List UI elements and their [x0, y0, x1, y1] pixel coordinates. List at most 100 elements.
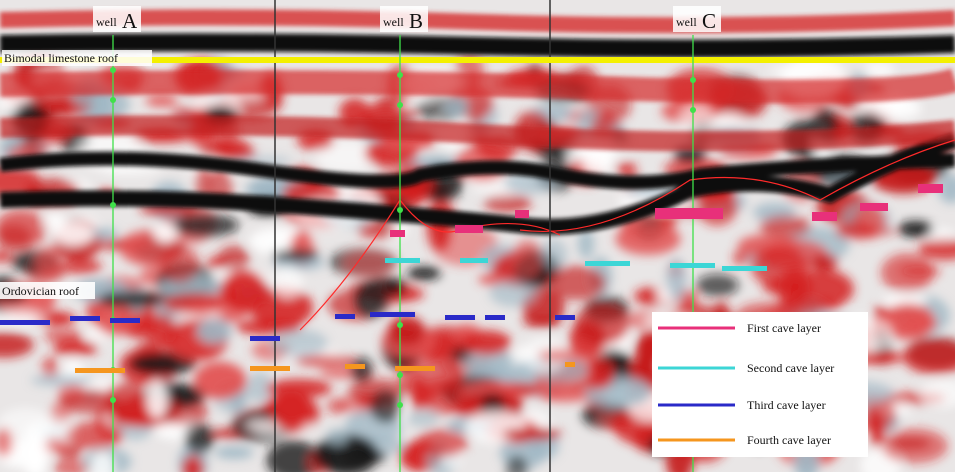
label-box [0, 282, 95, 299]
well-marker [110, 97, 116, 103]
cave-segment [110, 318, 140, 323]
cave-segment [385, 258, 420, 263]
cave-segment [860, 203, 888, 211]
texture-blob [919, 378, 955, 408]
texture-blob [66, 421, 123, 451]
texture-blob [30, 374, 93, 387]
well-marker [397, 207, 403, 213]
well-marker [690, 77, 696, 83]
legend-items: First cave layer Second cave layer Third c… [658, 321, 834, 447]
texture-blob [387, 315, 426, 346]
texture-blob [218, 245, 250, 271]
texture-blob [902, 338, 955, 375]
texture-blob [246, 371, 273, 403]
texture-blob [326, 398, 349, 414]
texture-blob [184, 423, 215, 454]
texture-blob [405, 409, 440, 427]
legend-label: Third cave layer [747, 398, 826, 412]
texture-blob [759, 215, 812, 238]
texture-blob [902, 317, 937, 332]
texture-blob [537, 349, 585, 362]
well-marker [397, 102, 403, 108]
texture-blob [890, 438, 931, 449]
texture-blob [250, 287, 314, 329]
texture-blob [574, 303, 630, 345]
well-marker [110, 397, 116, 403]
texture-blob [350, 356, 373, 383]
texture-blob [462, 330, 512, 356]
cave-segment [485, 315, 505, 320]
texture-blob [0, 224, 32, 251]
cave-segment [370, 312, 415, 317]
cave-segment [670, 263, 715, 268]
texture-blob [181, 455, 204, 472]
texture-blob [695, 274, 739, 297]
legend [652, 312, 868, 457]
horizon-label: Ordovician roof [2, 284, 79, 298]
texture-blob [97, 290, 165, 308]
cave-segment [515, 210, 529, 218]
texture-blob [195, 165, 213, 199]
cave-segment [585, 261, 630, 266]
cave-segment [70, 316, 100, 321]
texture-blob [450, 347, 472, 362]
texture-blob [43, 329, 84, 343]
texture-blob [547, 265, 606, 301]
well-marker [690, 107, 696, 113]
texture-blob [874, 98, 922, 120]
cave-segment [250, 336, 280, 341]
texture-blob [90, 451, 115, 472]
texture-blob [407, 266, 441, 280]
texture-blob [0, 249, 13, 263]
texture-blob [25, 431, 49, 470]
texture-blob [52, 340, 99, 356]
texture-blob [0, 407, 53, 440]
texture-blob [577, 228, 595, 259]
texture-blob [489, 278, 538, 307]
cave-segment [75, 368, 125, 373]
texture-blob [926, 228, 955, 240]
legend-label: First cave layer [747, 321, 821, 335]
well-prefix: well [383, 15, 404, 29]
texture-blob [454, 402, 476, 418]
cave-segment [918, 184, 943, 193]
texture-blob [396, 111, 417, 122]
texture-blob [271, 248, 321, 262]
texture-blob [881, 294, 929, 306]
texture-blob [196, 318, 232, 344]
texture-blob [173, 213, 239, 237]
texture-blob [357, 222, 396, 238]
cave-segment [345, 364, 365, 369]
cave-segment [0, 320, 50, 325]
texture-blob [326, 428, 349, 445]
texture-blob [918, 238, 955, 261]
texture-blob [505, 455, 529, 472]
texture-blob [41, 356, 59, 378]
cave-segment [445, 315, 475, 320]
texture-blob [53, 222, 95, 246]
cave-segment [565, 362, 575, 367]
texture-blob [0, 331, 34, 358]
texture-blob [88, 227, 118, 239]
texture-blob [445, 96, 468, 119]
cave-segment [555, 315, 575, 320]
texture-blob [58, 389, 119, 414]
texture-blob [353, 280, 389, 319]
cave-segment [455, 225, 483, 233]
texture-blob [342, 249, 395, 278]
texture-blob [937, 174, 955, 204]
texture-blob [153, 224, 178, 243]
well-label-box [380, 6, 428, 32]
texture-blob [164, 292, 223, 314]
well-marker [110, 202, 116, 208]
cave-segment [722, 266, 767, 271]
well-prefix: well [676, 15, 697, 29]
texture-blob [483, 194, 532, 212]
texture-blob [502, 427, 562, 441]
cave-segment [250, 366, 290, 371]
legend-label: Second cave layer [747, 361, 834, 375]
texture-blob [512, 239, 544, 280]
well-marker [397, 72, 403, 78]
texture-blob [271, 390, 312, 431]
